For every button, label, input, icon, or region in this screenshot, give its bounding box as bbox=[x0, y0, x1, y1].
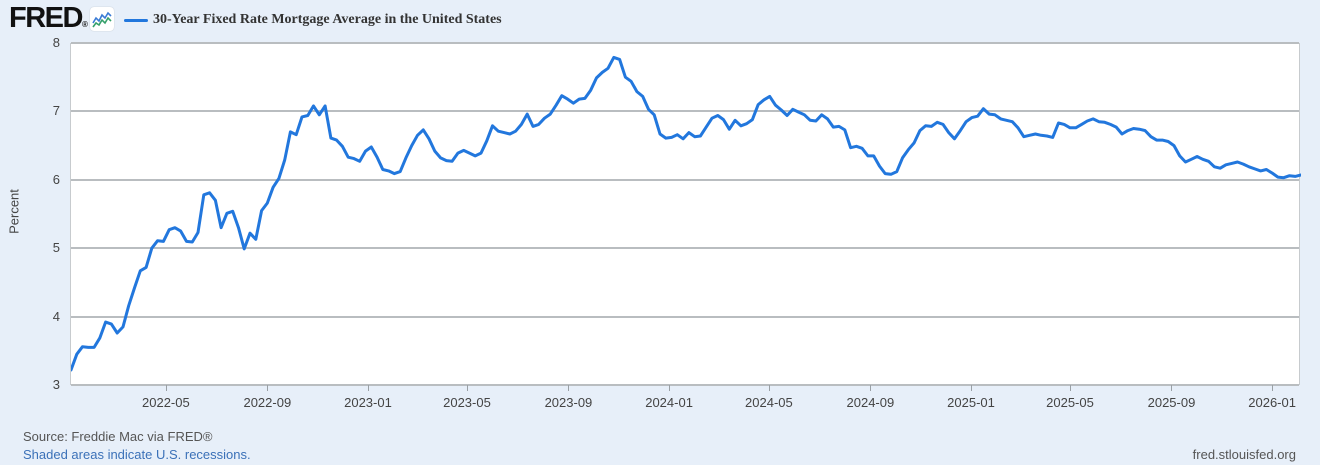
y-tick-label: 6 bbox=[52, 171, 60, 187]
gridline-y-6 bbox=[71, 178, 1299, 181]
x-tick-label: 2025-05 bbox=[1046, 395, 1094, 410]
x-tick-label: 2022-05 bbox=[142, 395, 190, 410]
recessions-note-link[interactable]: Shaded areas indicate U.S. recessions. bbox=[23, 447, 251, 462]
x-tick-2025-05 bbox=[1070, 385, 1071, 391]
x-tick-2025-01 bbox=[971, 385, 973, 391]
gridline-y-3 bbox=[71, 384, 1299, 386]
y-tick-label: 4 bbox=[52, 308, 60, 324]
x-tick-2024-09 bbox=[870, 385, 872, 391]
x-tick-2022-09 bbox=[267, 385, 269, 391]
x-tick-2025-09 bbox=[1171, 385, 1173, 391]
chart-title: 30-Year Fixed Rate Mortgage Average in t… bbox=[153, 12, 502, 27]
mortgage-rate-line-chart bbox=[71, 55, 1301, 372]
y-tick-label: 5 bbox=[52, 240, 60, 256]
y-axis-title: Percent bbox=[6, 189, 22, 234]
x-tick-2024-05 bbox=[768, 385, 770, 391]
x-tick-label: 2024-09 bbox=[846, 395, 895, 410]
source-text: Source: Freddie Mac via FRED® bbox=[23, 429, 213, 444]
y-tick-label: 3 bbox=[52, 377, 60, 392]
x-tick-2023-05 bbox=[466, 385, 468, 391]
y-tick-label: 7 bbox=[52, 103, 60, 119]
x-tick-2022-05 bbox=[165, 385, 167, 391]
gridline-y-8 bbox=[71, 42, 1299, 44]
registered-mark: ® bbox=[81, 20, 88, 29]
x-tick-label: 2024-01 bbox=[645, 395, 693, 410]
x-tick-label: 2025-01 bbox=[947, 395, 995, 410]
gridline-y-4 bbox=[71, 315, 1299, 318]
x-tick-label: 2023-01 bbox=[344, 395, 392, 410]
x-tick-label: 2024-05 bbox=[745, 395, 793, 410]
legend-line-sample bbox=[124, 19, 148, 22]
fred-sparkline-icon bbox=[90, 7, 114, 31]
fred-site-link[interactable]: fred.stlouisfed.org bbox=[1192, 447, 1296, 462]
y-tick-label: 8 bbox=[52, 35, 60, 50]
x-tick-label: 2023-05 bbox=[443, 395, 491, 410]
x-tick-2024-01 bbox=[669, 385, 671, 391]
series-line bbox=[71, 55, 1301, 372]
x-tick-label: 2026-01 bbox=[1248, 395, 1296, 410]
fred-logo: FRED® bbox=[9, 2, 88, 34]
gridline-y-5 bbox=[71, 247, 1299, 250]
x-tick-2023-09 bbox=[568, 385, 570, 391]
x-tick-label: 2025-09 bbox=[1147, 395, 1196, 410]
x-tick-label: 2023-09 bbox=[544, 395, 593, 410]
x-tick-label: 2022-09 bbox=[243, 395, 292, 410]
chart-header: FRED® 30-Year Fixed Rate Mortgage Averag… bbox=[0, 0, 1320, 40]
x-tick-2023-01 bbox=[367, 385, 369, 391]
gridline-y-7 bbox=[71, 110, 1299, 113]
x-tick-2026-01 bbox=[1272, 385, 1274, 391]
plot-area: 2022-05 2022-09 2023-01 2023-05 2023-09 2024-… bbox=[70, 42, 1301, 410]
